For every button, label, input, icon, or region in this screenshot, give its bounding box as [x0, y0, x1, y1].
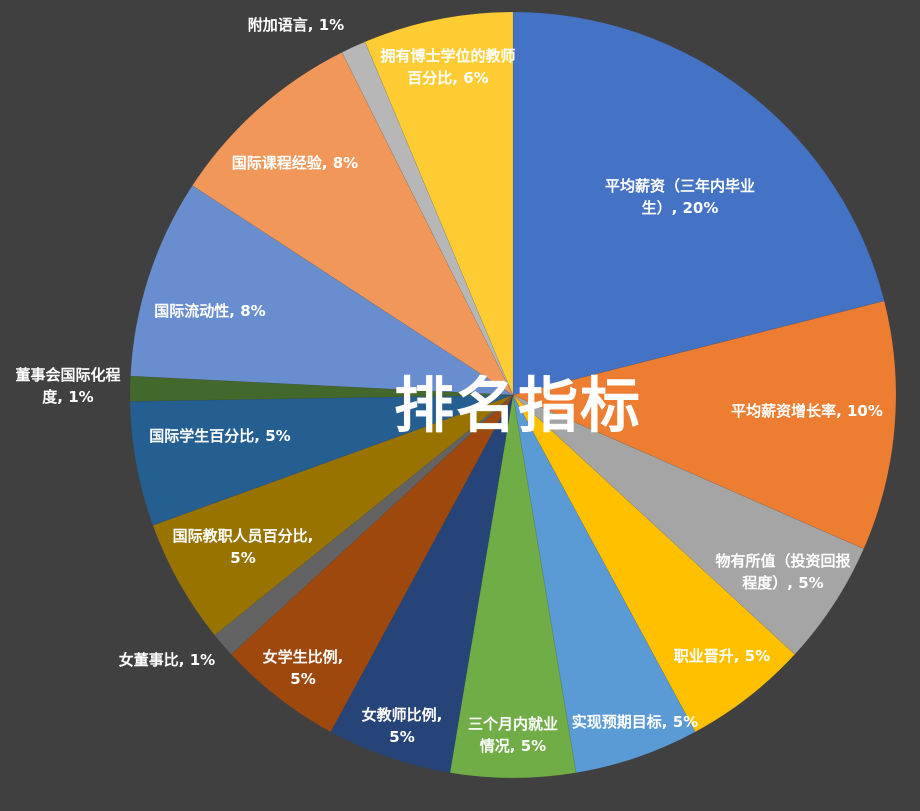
pie-slice	[214, 394, 514, 655]
data-label: 平均薪资（三年内毕业生）, 20%	[604, 177, 755, 217]
pie-slice	[230, 394, 514, 733]
pie-slice	[130, 185, 514, 396]
pie-slice	[512, 394, 796, 733]
data-label: 国际流动性, 8%	[154, 302, 266, 320]
data-label: 三个月内就业情况, 5%	[468, 715, 559, 755]
data-label: 女董事比, 1%	[118, 651, 216, 669]
chart-title: 排名指标	[394, 371, 642, 442]
data-label: 实现预期目标, 5%	[571, 713, 699, 731]
data-label: 平均薪资增长率, 10%	[731, 402, 883, 420]
pie-slice	[512, 394, 865, 655]
data-label: 国际学生百分比, 5%	[149, 427, 291, 445]
pie-slice	[129, 375, 514, 402]
data-label: 国际教职人员百分比, 5%	[172, 527, 314, 567]
pie-slice	[449, 394, 577, 779]
pie-slice	[192, 51, 514, 396]
data-label: 物有所值（投资回报程度）, 5%	[715, 552, 851, 592]
pie-slice	[364, 11, 514, 396]
data-label: 女教师比例, 5%	[361, 706, 443, 746]
pie-slice	[129, 394, 514, 526]
pie-slice	[512, 300, 897, 550]
pie-slice	[341, 41, 514, 396]
pie-slice	[512, 394, 696, 774]
data-label: 附加语言, 1%	[247, 16, 345, 34]
data-label: 拥有博士学位的教师百分比, 6%	[380, 47, 516, 87]
data-label: 职业晋升, 5%	[673, 647, 771, 665]
pie-slice	[152, 394, 514, 636]
pie-slice	[330, 394, 514, 774]
data-label: 国际课程经验, 8%	[231, 154, 359, 172]
pie-slice	[512, 11, 885, 396]
data-label: 女学生比例, 5%	[262, 648, 344, 688]
data-label: 董事会国际化程度, 1%	[15, 366, 121, 406]
